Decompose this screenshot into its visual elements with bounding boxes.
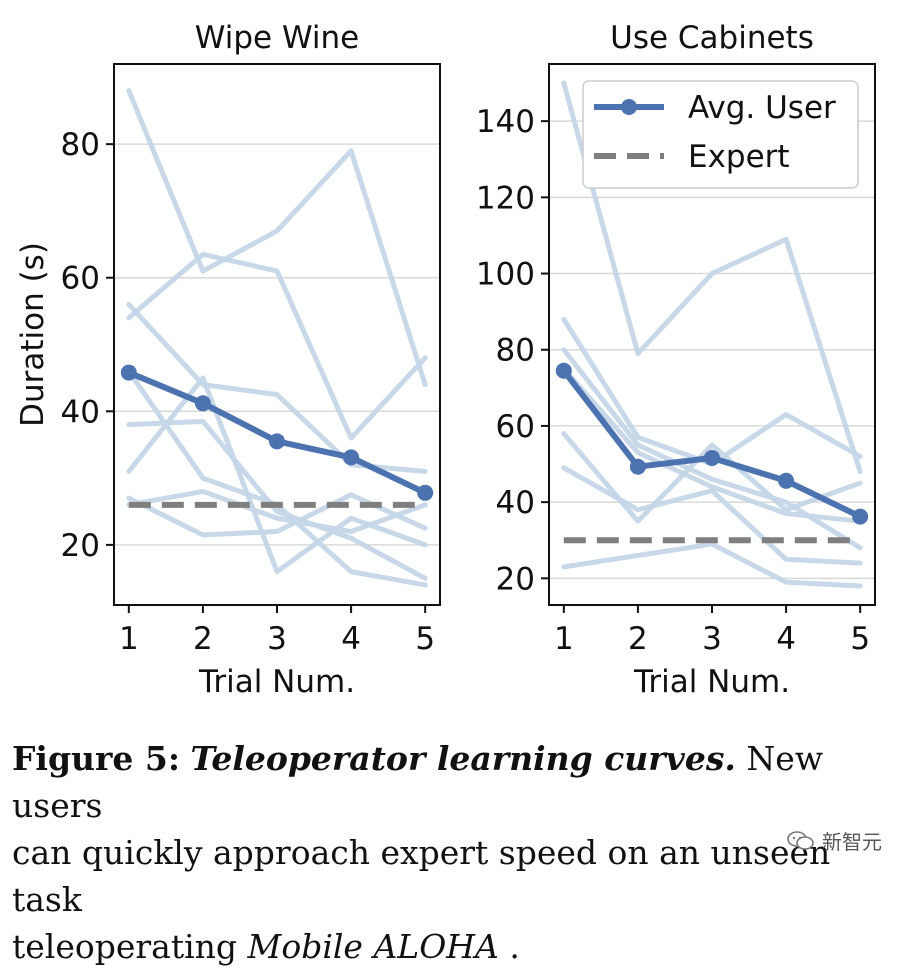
x-tick-label: 4 [776, 621, 796, 657]
avg-user-point [778, 472, 795, 489]
user-line-user-4 [561, 366, 863, 524]
x-tick-label: 5 [850, 621, 870, 657]
x-axis-label: Trial Num. [198, 664, 355, 700]
avg-user-point [629, 458, 646, 475]
y-tick-label: 60 [496, 409, 535, 445]
user-line-user-2 [126, 251, 428, 441]
user-line-user-6 [126, 375, 428, 575]
y-tick-label: 60 [61, 261, 100, 297]
plot-frame [113, 63, 441, 606]
avg-user-point [269, 433, 285, 450]
watermark: 新智元 [786, 826, 882, 855]
x-tick-label: 2 [193, 621, 213, 657]
y-tick-label: 100 [476, 257, 535, 293]
wechat-icon [787, 830, 814, 850]
avg-user-point [555, 362, 572, 379]
x-tick-label: 1 [554, 621, 574, 657]
user-line-user-6 [561, 465, 863, 566]
x-tick-label: 4 [341, 621, 361, 657]
chart-title: Wipe Wine [195, 20, 360, 56]
y-tick-label: 120 [476, 180, 535, 216]
figure-caption: Figure 5: Teleoperator learning curves. … [12, 735, 904, 970]
watermark-text: 新智元 [822, 830, 882, 854]
caption-text-3: teleoperating [12, 927, 238, 966]
y-tick-label: 20 [496, 561, 535, 597]
legend-label-avg: Avg. User [688, 90, 836, 126]
avg-user-point [194, 395, 211, 412]
caption-system-name: Mobile ALOHA [247, 927, 499, 966]
caption-line-1: Figure 5: Teleoperator learning curves. … [12, 735, 904, 829]
caption-figure-title: Teleoperator learning curves. [190, 739, 736, 778]
user-line-user-1 [561, 80, 863, 475]
chart-wipe-wine: 20 40 60 80 1 2 3 4 5 Wipe Wine Trial Num. Duration… [15, 20, 441, 700]
avg-user-point [120, 364, 137, 381]
x-tick-label: 5 [415, 621, 435, 657]
y-tick-label: 140 [476, 104, 535, 140]
avg-user-point [417, 484, 434, 501]
legend: Avg. User Expert [582, 80, 859, 189]
user-line-user-8 [126, 488, 428, 535]
caption-text-1: New users [12, 739, 824, 825]
caption-figure-number: Figure 5: [12, 739, 181, 778]
x-tick-label: 3 [702, 621, 722, 657]
user-line-user-1 [126, 88, 428, 388]
x-axis-label: Trial Num. [633, 664, 790, 700]
figure-charts: 20 40 60 80 1 2 3 4 5 Wipe Wine Trial Num. Duration… [15, 20, 876, 700]
legend-label-expert: Expert [688, 139, 790, 175]
x-tick-label: 1 [119, 621, 139, 657]
chart-use-cabinets: 20 40 60 80 100 120 140 1 2 3 4 5 Use Cabinets Trial … [476, 20, 876, 700]
user-line-user-5 [561, 431, 863, 524]
chart-title: Use Cabinets [610, 20, 814, 56]
y-tick-label: 80 [61, 127, 100, 163]
y-tick-label: 80 [496, 333, 535, 369]
user-line-user-5 [126, 418, 428, 581]
x-tick-label: 2 [628, 621, 648, 657]
y-tick-label: 40 [61, 394, 100, 430]
user-line-user-7 [561, 541, 863, 589]
y-axis-label: Duration (s) [15, 242, 51, 427]
caption-line-2: can quickly approach expert speed on an … [12, 833, 831, 919]
caption-period: . [509, 927, 520, 966]
avg-user-point [704, 449, 720, 466]
avg-user-point [852, 508, 869, 525]
avg-user-point [343, 449, 360, 466]
y-tick-label: 20 [61, 528, 100, 564]
x-tick-label: 3 [267, 621, 287, 657]
legend-avg-marker [621, 99, 637, 115]
y-tick-label: 40 [496, 485, 535, 521]
caption-line-3: teleoperating Mobile ALOHA . [12, 923, 904, 970]
user-line-user-2 [561, 316, 863, 467]
